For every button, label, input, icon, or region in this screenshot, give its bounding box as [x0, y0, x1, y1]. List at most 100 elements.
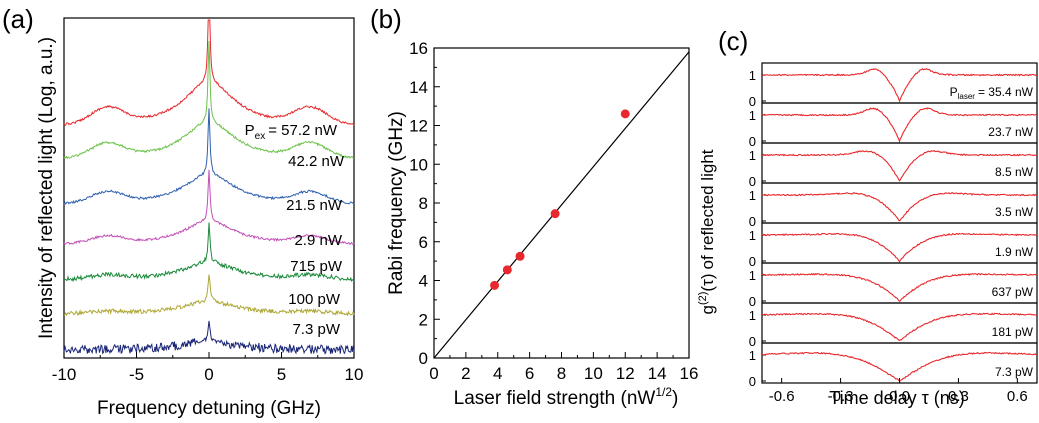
panel-c-row: 0 1 1.9 nW: [749, 222, 1038, 269]
panel-a-ylabel: Intensity of reflected light (Log, a.u.): [36, 37, 57, 339]
panel-b-xtick-label: 2: [461, 364, 470, 383]
panel-a-series-label: 715 pW: [290, 258, 343, 275]
panel-c-xticks: -0.6 -0.3 0.0 0.3 0.6: [769, 378, 1028, 405]
panel-a-xtick-label: 10: [345, 365, 364, 384]
panel-a-series-line: [63, 222, 355, 283]
panel-c-ytick-label: 1: [749, 148, 756, 163]
panel-a-series-label: 2.9 nW: [294, 232, 342, 249]
panel-a-series-line: [63, 19, 355, 126]
panel-b-ytick-label: 10: [409, 155, 428, 174]
panel-c-row: 0 1 181 pW: [749, 302, 1038, 349]
panel-c-annotation-value: = 35.4 nW: [978, 85, 1034, 99]
panel-a-series-line: [63, 320, 355, 355]
panel-a-series-label: 21.5 nW: [286, 197, 343, 214]
panel-c-ytick-label: 1: [749, 308, 756, 323]
panel-b-points: [490, 109, 630, 290]
panel-b-xtick-label: 10: [584, 364, 603, 383]
panel-b-point: [515, 251, 525, 261]
panel-b-point: [550, 209, 560, 219]
panel-a-xtick-label: 0: [204, 365, 213, 384]
panel-c-label: (c): [718, 26, 748, 56]
panel-b-ytick-label: 12: [409, 117, 428, 136]
panel-c-series-label: 1.9 nW: [995, 245, 1034, 259]
panel-b-xtick-label: 4: [493, 364, 502, 383]
panel-c-row: 0 1 Plaser = 35.4 nW: [749, 62, 1038, 109]
panel-b-xlabel-sup: 1/2: [655, 385, 672, 399]
panel-c-row: 0 1 7.3 pW: [749, 342, 1038, 389]
panel-c-xlabel: Time delay τ (ns): [829, 388, 964, 408]
panel-b-xtick-label: 16: [680, 364, 699, 383]
panel-b-xtick-label: 12: [616, 364, 635, 383]
panel-c-series-line: [761, 272, 1038, 302]
panel-a-series-label: Pex = 57.2 nW: [245, 122, 338, 142]
panel-c-ytick-label: 1: [749, 68, 756, 83]
panel-c-row: 0 1 23.7 nW: [749, 102, 1038, 149]
panel-c-series-label: 23.7 nW: [988, 125, 1033, 139]
panel-c-series-label: Plaser = 35.4 nW: [950, 85, 1034, 101]
panel-b-ytick-label: 2: [419, 310, 428, 329]
panel-c-ylabel-arg: (τ): [698, 274, 717, 292]
panel-a-xtick-label: -5: [129, 365, 144, 384]
panel-c-ytick-label: 0: [749, 214, 756, 229]
panel-a-series-line: [63, 108, 355, 205]
panel-c-annotation-sub: laser: [958, 92, 976, 101]
panel-b-fit-line: [433, 51, 690, 359]
panel-b-xtick-label: 8: [557, 364, 566, 383]
panel-c-ytick-label: 0: [749, 374, 756, 389]
panel-b-ytick-label: 6: [419, 233, 428, 252]
panel-c-series-label: 637 pW: [992, 285, 1034, 299]
panel-c-xtick-label: 0.3: [948, 388, 969, 405]
panel-c-ylabel-main: of reflected light: [698, 149, 717, 269]
panel-c-series-label: 3.5 nW: [995, 205, 1034, 219]
panel-b-ytick-label: 4: [419, 272, 428, 291]
panel-b-ytick-label: 0: [419, 349, 428, 368]
panel-c-row: 0 1 8.5 nW: [749, 142, 1038, 189]
panel-b-ytick-label: 8: [419, 194, 428, 213]
panel-c-ytick-label: 0: [749, 254, 756, 269]
panel-c-row: 0 1 3.5 nW: [749, 182, 1038, 229]
panel-a-xticks: -10 -5 0 5 10: [52, 352, 364, 384]
panel-b-xlabel-end: ): [672, 388, 678, 409]
panel-a-annotation-p: P: [245, 122, 255, 139]
panel-b-xtick-label: 14: [648, 364, 667, 383]
panel-c-xtick-label: 0.6: [1007, 388, 1028, 405]
panel-c-series-line: [761, 150, 1038, 182]
panel-c-ylabel-g: g: [698, 305, 717, 314]
panel-c-ytick-label: 0: [749, 174, 756, 189]
panel-b-point: [620, 109, 630, 119]
panel-c-ytick-label: 0: [749, 134, 756, 149]
panel-a-series-labels: Pex = 57.2 nW 42.2 nW 21.5 nW 2.9 nW 715 pW 10…: [245, 122, 345, 338]
panel-c-ytick-label: 1: [749, 348, 756, 363]
panel-a-series-line: [63, 40, 355, 160]
panel-b: 0 2 4 6 8 10 12 14 16 0 2 4 6 8 10 12 14 16 Laser field s…: [386, 39, 698, 409]
panel-a-annotation-sub: ex: [255, 131, 266, 142]
panel-c-ytick-label: 1: [749, 268, 756, 283]
panel-c-ytick-label: 0: [749, 334, 756, 349]
panel-c-series-line: [761, 232, 1038, 263]
panel-c-series-line: [761, 107, 1038, 144]
panel-c-xtick-label: -0.3: [828, 388, 854, 405]
panel-b-ticks: 0 2 4 6 8 10 12 14 16 0 2 4 6 8 10 12 14 16: [409, 39, 698, 383]
panel-a-xtick-label: -10: [52, 365, 77, 384]
panel-a-series-line: [63, 274, 355, 317]
panel-c-ytick-label: 0: [749, 294, 756, 309]
panel-a-series-label: 100 pW: [288, 291, 341, 308]
panel-c-xtick-label: -0.6: [769, 388, 795, 405]
panel-b-label: (b): [370, 4, 402, 34]
panel-a-xtick-label: 5: [277, 365, 286, 384]
panel-b-fit: [433, 51, 690, 359]
panel-c-ytick-label: 1: [749, 108, 756, 123]
panel-b-point: [502, 265, 512, 275]
panel-c-xtick-label: 0.0: [889, 388, 910, 405]
panel-c-ylabel: g(2)(τ) of reflected light: [697, 149, 717, 314]
panel-a-xlabel: Frequency detuning (GHz): [97, 398, 321, 419]
panel-c-row: 0 1 637 pW: [749, 262, 1038, 309]
panel-b-point: [490, 280, 500, 290]
panel-a-label: (a): [2, 4, 34, 34]
panel-b-ytick-label: 16: [409, 39, 428, 58]
panel-c-series-line: [761, 192, 1038, 222]
panel-b-xtick-label: 6: [525, 364, 534, 383]
